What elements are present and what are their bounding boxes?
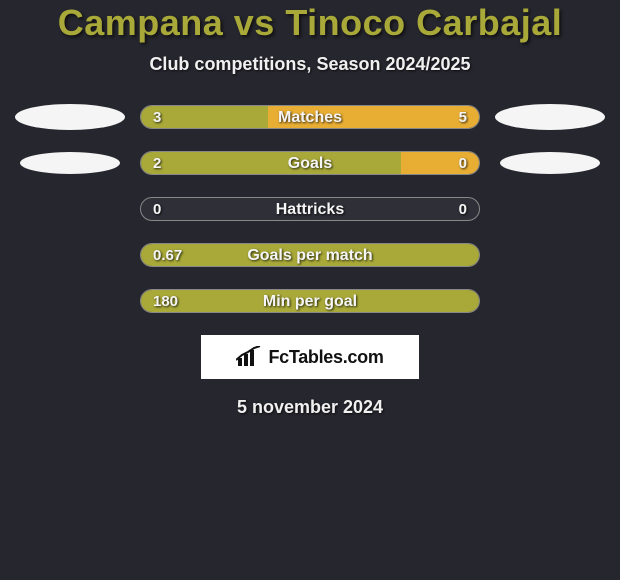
logo-cell-right xyxy=(480,152,620,174)
stat-label: Goals xyxy=(141,152,479,175)
value-right: 5 xyxy=(459,106,467,129)
value-right: 0 xyxy=(459,198,467,221)
stat-bar: 180Min per goal xyxy=(140,289,480,313)
logo-cell-left xyxy=(0,152,140,174)
brand-badge: FcTables.com xyxy=(201,335,419,379)
stat-bar: 0Hattricks0 xyxy=(140,197,480,221)
team-logo-right xyxy=(495,104,605,130)
stat-row: 2Goals0 xyxy=(0,151,620,175)
stat-label: Hattricks xyxy=(141,198,479,221)
team-logo-right xyxy=(500,152,600,174)
logo-cell-left xyxy=(0,104,140,130)
stat-row: 3Matches5 xyxy=(0,105,620,129)
date-label: 5 november 2024 xyxy=(0,397,620,418)
team-logo-left xyxy=(15,104,125,130)
team-logo-left xyxy=(20,152,120,174)
stat-label: Matches xyxy=(141,106,479,129)
stat-label: Min per goal xyxy=(141,290,479,313)
stat-row: 180Min per goal xyxy=(0,289,620,313)
brand-chart-icon xyxy=(236,346,262,368)
brand-label: FcTables.com xyxy=(268,347,383,368)
stat-bar: 3Matches5 xyxy=(140,105,480,129)
page-title: Campana vs Tinoco Carbajal xyxy=(0,2,620,44)
value-right: 0 xyxy=(459,152,467,175)
stat-row: 0.67Goals per match xyxy=(0,243,620,267)
stat-label: Goals per match xyxy=(141,244,479,267)
stats-container: 3Matches52Goals00Hattricks00.67Goals per… xyxy=(0,105,620,313)
stat-row: 0Hattricks0 xyxy=(0,197,620,221)
comparison-card: Campana vs Tinoco Carbajal Club competit… xyxy=(0,0,620,580)
subtitle: Club competitions, Season 2024/2025 xyxy=(0,54,620,75)
stat-bar: 0.67Goals per match xyxy=(140,243,480,267)
logo-cell-right xyxy=(480,104,620,130)
stat-bar: 2Goals0 xyxy=(140,151,480,175)
